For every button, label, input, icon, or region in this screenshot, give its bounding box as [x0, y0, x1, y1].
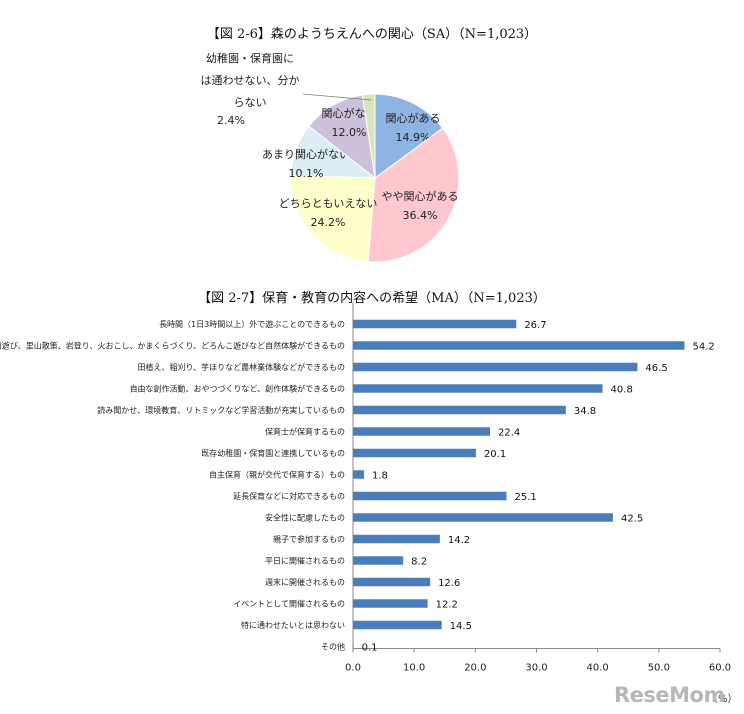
bar	[353, 642, 354, 651]
bar	[353, 427, 491, 436]
bar-value-label: 34.8	[574, 406, 596, 417]
category-label: 読み聞かせ、環境教育、リトミックなど学習活動が充実しているもの	[97, 405, 345, 415]
category-label: 平日に開催されるもの	[265, 556, 345, 566]
pie-slice-value: 10.1%	[289, 167, 324, 180]
x-tick-label: 50.0	[648, 663, 670, 674]
bar-value-label: 40.8	[611, 385, 633, 396]
pie-leader-line	[302, 93, 372, 101]
bar	[353, 405, 566, 415]
bar-value-label: 20.1	[484, 449, 506, 460]
pie-slice-value: 14.9%	[396, 131, 431, 144]
resemom-logo: ReseMom	[614, 683, 725, 707]
x-axis-unit-label: （%）	[708, 694, 738, 705]
x-tick-label: 10.0	[403, 663, 425, 674]
bar-value-label: 12.2	[436, 600, 458, 611]
bar-value-label: 1.8	[372, 471, 388, 482]
category-label: 安全性に配慮したもの	[265, 513, 345, 523]
bar-value-label: 8.2	[411, 557, 427, 568]
bar-value-label: 26.7	[524, 320, 546, 331]
bar	[353, 448, 476, 458]
pie-slice-label: やや関心がある	[382, 189, 459, 203]
bar-value-label: 0.1	[362, 643, 378, 654]
x-tick-label: 30.0	[525, 663, 547, 674]
category-label: 親子で参加するもの	[273, 534, 345, 544]
pie-slice-label: は通わせない、分か	[201, 74, 300, 87]
pie-chart: 関心がある 14.9% やや関心がある 36.4% どちらともいえない 24.2% あまり関…	[201, 51, 460, 263]
category-label: 長時間（1日3時間以上）外で遊ぶことのできるもの	[159, 319, 345, 329]
bar	[353, 534, 440, 544]
pie-slice-value: 2.4%	[217, 114, 245, 127]
x-tick-label: 60.0	[709, 663, 731, 674]
bar-value-label: 12.6	[438, 578, 460, 589]
bar-chart: 長時間（1日3時間以上）外で遊ぶことのできるもの 26.7 川遊び、里山散策、岩登り…	[0, 302, 731, 674]
bar-value-label: 22.4	[498, 428, 520, 439]
bar-chart-title: 【図 2-7】保育・教育の内容への希望（MA）（N=1,023）	[198, 291, 546, 306]
category-label: 自主保育（親が交代で保育する）もの	[209, 470, 345, 480]
category-label: 自由な創作活動、おやつづくりなど、創作体験ができるもの	[130, 384, 345, 394]
bar	[353, 470, 365, 479]
category-label: 延長保育などに対応できるもの	[233, 491, 345, 501]
bar	[353, 513, 613, 522]
pie-slice-label: あまり関心がない	[262, 147, 350, 161]
pie-slice-label: 幼稚園・保育園に	[206, 51, 294, 65]
pie-chart-title: 【図 2-6】森のようちえんへの関心（SA）（N=1,023）	[206, 27, 538, 42]
bar	[353, 384, 603, 393]
x-tick-label: 20.0	[464, 663, 486, 674]
bar	[353, 319, 517, 329]
pie-slice	[290, 174, 376, 263]
category-label: 川遊び、里山散策、岩登り、火おこし、かまくらづくり、どろんこ遊びなど自然体験がで…	[0, 341, 345, 351]
pie-slice-label: どちらともいえない	[279, 197, 378, 210]
bar	[353, 341, 685, 350]
bar	[353, 556, 404, 565]
pie-slice-label: 関心がない	[322, 106, 377, 120]
category-label: 特に通わせたいとは思わない	[241, 620, 345, 630]
bar	[353, 491, 507, 501]
bar	[353, 362, 638, 372]
category-label: 田植え、稲刈り、芋ほりなど農林業体験などができるもの	[137, 362, 345, 372]
pie-slice-value: 36.4%	[403, 209, 438, 222]
bar-value-label: 42.5	[621, 514, 643, 525]
pie-slice-label: 関心がある	[386, 111, 441, 125]
category-label: 週末に開催されるもの	[265, 577, 345, 587]
pie-slice-value: 24.2%	[311, 216, 346, 229]
bar-value-label: 14.5	[450, 621, 472, 632]
pie-slice	[367, 127, 460, 263]
pie-slice	[361, 93, 376, 179]
bar	[353, 577, 431, 587]
category-label: イベントとして開催されるもの	[233, 599, 345, 609]
bar-value-label: 14.2	[448, 535, 470, 546]
category-label: その他	[321, 642, 345, 652]
x-tick-label: 0.0	[345, 663, 361, 674]
pie-slice-value: 12.0%	[332, 126, 367, 139]
bar	[353, 620, 442, 630]
bar	[353, 599, 428, 608]
bar-value-label: 25.1	[515, 492, 537, 503]
category-label: 保育士が保育するもの	[265, 427, 345, 437]
pie-slice	[308, 94, 376, 180]
category-label: 既存幼稚園・保育園と連携しているもの	[201, 448, 345, 458]
pie-slice-label: らない	[234, 96, 267, 109]
bar-value-label: 54.2	[693, 342, 715, 353]
bar-value-label: 46.5	[645, 363, 667, 374]
pie-slice	[374, 93, 444, 179]
x-tick-label: 40.0	[587, 663, 609, 674]
